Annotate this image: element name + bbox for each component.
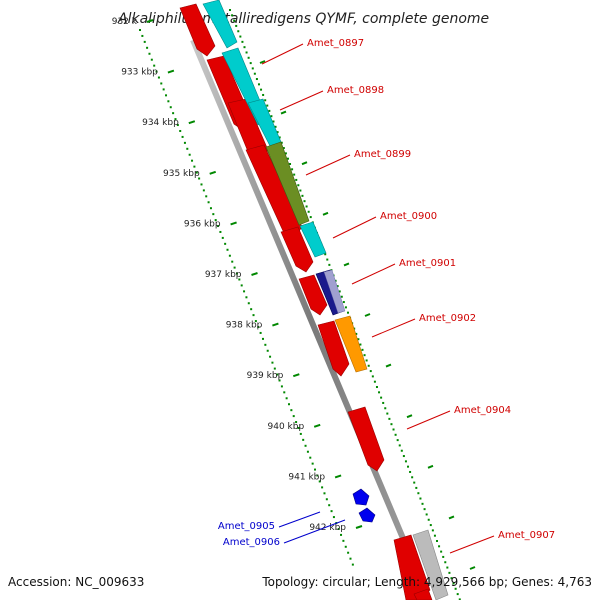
outer-tick-mark — [322, 211, 329, 216]
gene-arrow-amet-0904[interactable] — [347, 406, 385, 472]
gene-leader-line — [305, 154, 351, 176]
gene-label[interactable]: Amet_0901 — [399, 258, 456, 269]
cog-block-cyan-4 — [299, 221, 327, 258]
outer-tick-mark — [427, 464, 434, 469]
genome-summary-text: Topology: circular; Length: 4,929,566 bp… — [261, 575, 592, 589]
gene-leader-line — [261, 43, 304, 65]
outer-tick-mark — [364, 313, 371, 317]
ruler-tick-label: 932 k — [112, 17, 138, 27]
ruler-tick-mark — [209, 170, 217, 175]
genome-title: Alkaliphilus metalliredigens QYMF, compl… — [117, 11, 489, 27]
outer-tick-mark — [469, 566, 476, 570]
gene-leader-line — [406, 410, 451, 430]
gene-arrow-amet-0900[interactable] — [280, 226, 314, 273]
ruler-tick-label: 941 kbp — [288, 472, 325, 482]
ruler-tick-mark — [146, 19, 154, 23]
ruler-tick-label: 934 kbp — [142, 118, 179, 128]
gene-arrow-amet-0906[interactable] — [358, 507, 376, 523]
gene-leader-line — [351, 263, 396, 285]
ruler-tick-label: 937 kbp — [205, 270, 242, 280]
ruler-tick-mark — [313, 423, 321, 428]
cog-block-lilac — [323, 269, 346, 314]
accession-text: Accession: NC_009633 — [8, 575, 144, 589]
gene-leader-line — [371, 318, 416, 338]
ruler-tick-label: 940 kbp — [268, 422, 305, 432]
genome-backbone — [190, 38, 432, 600]
gene-label[interactable]: Amet_0899 — [354, 149, 411, 160]
ruler-tick-label: 939 kbp — [247, 371, 284, 381]
gene-leader-line — [332, 216, 377, 239]
ruler-tick-mark — [230, 221, 237, 226]
gene-arrow-amet-0902[interactable] — [317, 320, 350, 377]
outer-tick-mark — [448, 515, 455, 520]
gene-label[interactable]: Amet_0906 — [223, 537, 280, 548]
ruler-tick-mark — [272, 322, 279, 327]
ruler-tick-mark — [188, 120, 196, 125]
cog-block-olive — [265, 141, 310, 226]
gene-labels: Amet_0897 Amet_0898 Amet_0899 Amet_0900 Amet… — [218, 38, 555, 554]
ruler-tick-mark — [355, 525, 363, 529]
outer-tick-mark — [259, 60, 266, 64]
cog-block-gray — [412, 529, 449, 600]
gene-leader-line — [278, 511, 321, 528]
outer-tick-mark — [406, 414, 413, 419]
gene-label[interactable]: Amet_0902 — [419, 313, 476, 324]
feature-blocks — [179, 0, 449, 600]
gene-leader-line — [449, 535, 495, 554]
cog-block-cyan-1 — [202, 0, 238, 49]
ruler-tick-label: 935 kbp — [163, 169, 200, 179]
gene-leader-line — [279, 90, 324, 111]
ruler-tick-mark — [167, 69, 175, 74]
ruler-tick-mark — [251, 272, 258, 276]
gene-label[interactable]: Amet_0905 — [218, 521, 275, 532]
outer-tick-mark — [280, 110, 287, 115]
gene-arrow-amet-0908[interactable] — [413, 588, 433, 600]
outer-tick-mark — [301, 161, 308, 166]
ruler-tick-mark — [292, 373, 300, 378]
outer-tick-mark — [343, 262, 350, 267]
gene-label[interactable]: Amet_0897 — [307, 38, 364, 49]
ruler-tick-label: 936 kbp — [184, 219, 221, 229]
gene-leader-line — [283, 519, 346, 544]
gene-label[interactable]: Amet_0904 — [454, 405, 511, 416]
outer-dotted-line — [229, 9, 461, 600]
ruler-tick-label: 933 kbp — [121, 68, 158, 78]
ruler-tick-label: 938 kbp — [226, 321, 263, 331]
ruler-tick-label: 942 kbp — [309, 523, 346, 533]
outer-tick-mark — [385, 363, 392, 368]
gene-label[interactable]: Amet_0907 — [498, 530, 555, 541]
gene-label[interactable]: Amet_0900 — [380, 211, 437, 222]
gene-label[interactable]: Amet_0898 — [327, 85, 384, 96]
gene-arrow-amet-0901[interactable] — [298, 274, 328, 316]
ruler-tick-mark — [334, 474, 342, 479]
ruler-ticks: 932 k 933 kbp 934 kbp 935 kbp 936 kbp 937 kbp… — [112, 17, 476, 570]
ruler-dotted-line — [139, 29, 354, 566]
gene-arrow-amet-0905[interactable] — [352, 488, 370, 506]
gene-arrow-amet-0896[interactable] — [179, 3, 216, 57]
cog-block-orange — [334, 315, 368, 373]
